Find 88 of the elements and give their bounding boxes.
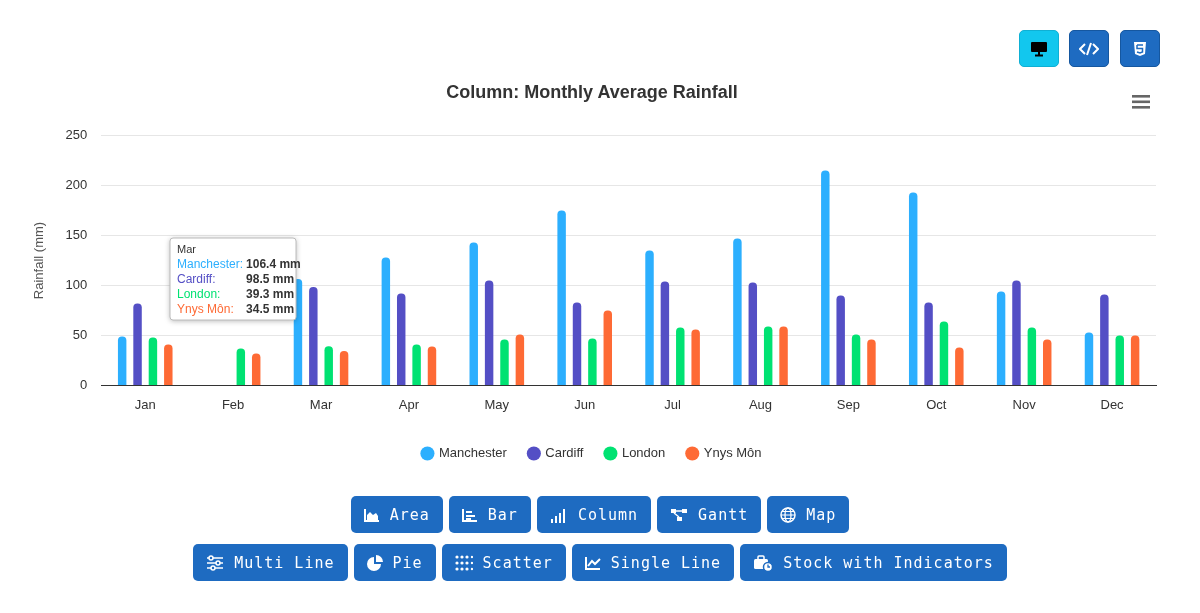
legend-label: Cardiff: [545, 445, 584, 461]
x-tick-label: Nov: [1012, 396, 1037, 412]
x-tick-label: Dec: [1100, 396, 1125, 412]
annotation: 39.3 mm: [246, 287, 295, 302]
bar: [500, 339, 509, 385]
bar: [572, 302, 582, 385]
bar: [1012, 280, 1021, 385]
chart-type-button: Gantt: [657, 496, 762, 533]
legend-label: Ynys Môn: [703, 445, 762, 461]
bar: [660, 281, 670, 385]
x-tick-label: Oct: [926, 396, 947, 412]
x-tick-label: Jan: [134, 396, 156, 412]
x-tick-label: Sep: [836, 396, 860, 412]
bar: [324, 346, 333, 385]
bar: [484, 280, 494, 385]
x-tick-label: May: [484, 396, 510, 412]
chart-type-button: Bar: [448, 496, 531, 533]
annotation: 98.5 mm: [246, 272, 295, 287]
x-tick-label: Jul: [664, 396, 682, 412]
bar: [427, 346, 437, 385]
bar: [691, 329, 700, 385]
legend-label: Manchester: [438, 445, 508, 461]
bar: [763, 326, 773, 385]
bar: [676, 327, 685, 385]
x-tick-label: Apr: [398, 396, 420, 412]
chart-type-button: Column: [536, 496, 652, 533]
annotation: 34.5 mm: [246, 302, 295, 317]
annotation: London:: [177, 287, 221, 302]
bar: [836, 295, 845, 385]
bar: [924, 302, 933, 385]
bar: [908, 192, 918, 385]
bar: [469, 242, 478, 385]
y-tick-label: 250: [65, 127, 88, 143]
bar: [148, 337, 158, 385]
y-tick-label: 100: [65, 277, 88, 293]
bar: [955, 347, 964, 385]
bar: [1027, 327, 1037, 385]
bar: [515, 334, 525, 385]
bar: [588, 338, 597, 385]
chart-type-button: Map: [767, 496, 850, 533]
annotation: Ynys Môn:: [177, 302, 234, 317]
bar: [867, 339, 876, 385]
annotation: Manchester:: [177, 257, 244, 272]
y-tick-label: 150: [65, 227, 88, 243]
chart-type-button: Multi Line: [193, 544, 348, 581]
bar: [821, 170, 830, 385]
chart-type-button: Area: [350, 496, 443, 533]
bar: [381, 257, 391, 385]
bar: [339, 350, 349, 385]
bar: [557, 210, 566, 385]
bar: [748, 282, 758, 385]
annotation: 106.4 mm: [246, 257, 301, 272]
chart-type-button: Stock with Indicators: [740, 544, 1007, 581]
y-axis-title: Rainfall (mm): [31, 221, 47, 300]
bar: [251, 353, 261, 385]
bar: [396, 293, 406, 385]
bar: [236, 348, 246, 385]
x-tick-label: Feb: [221, 396, 245, 412]
bar: [1100, 294, 1109, 385]
bar: [996, 291, 1006, 385]
y-tick-label: 0: [80, 376, 88, 392]
chart-type-button: Scatter: [441, 544, 566, 581]
bar: [133, 303, 142, 385]
y-tick-label: 50: [72, 327, 88, 343]
bar: [1084, 332, 1094, 385]
chart-type-button: Pie: [353, 544, 436, 581]
y-tick-label: 200: [65, 177, 88, 193]
bar: [164, 344, 173, 385]
bar: [603, 310, 612, 385]
chart-type-button: Single Line: [571, 544, 735, 581]
bar: [117, 336, 127, 385]
bar: [412, 344, 421, 385]
bar: [939, 321, 949, 385]
chart-title: Column: Monthly Average Rainfall: [446, 81, 738, 102]
x-tick-label: Mar: [309, 396, 333, 412]
bar: [1115, 335, 1124, 385]
x-tick-label: Aug: [748, 396, 773, 412]
bar: [1130, 335, 1140, 385]
annotation: Cardiff:: [177, 272, 216, 287]
legend-label: London: [621, 445, 666, 461]
bar: [779, 326, 788, 385]
bar: [1043, 339, 1052, 385]
bar: [309, 286, 318, 385]
x-tick-label: Jun: [574, 396, 596, 412]
bar: [733, 238, 742, 385]
annotation: Mar: [177, 243, 197, 256]
bar: [645, 250, 654, 385]
bar: [851, 334, 861, 385]
